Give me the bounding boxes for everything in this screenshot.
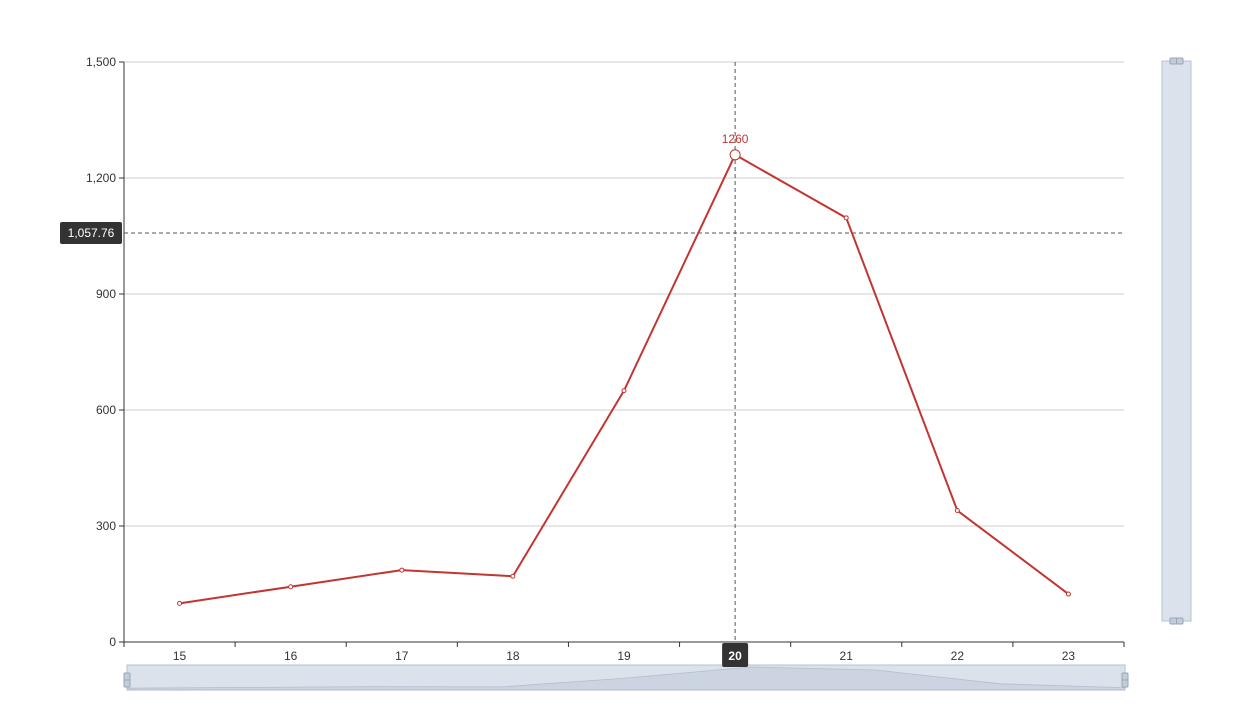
data-point <box>399 567 405 573</box>
data-point <box>843 215 849 221</box>
data-point <box>621 388 627 394</box>
highlighted-data-point <box>729 149 741 161</box>
y-tick-label: 0 <box>109 635 116 649</box>
y-tick-label: 1,500 <box>86 55 116 69</box>
x-tick-label: 15 <box>173 649 187 663</box>
y-tick-label: 1,200 <box>86 171 116 185</box>
y-tick-label: 900 <box>96 287 116 301</box>
y-data-zoom-slider[interactable] <box>1161 57 1192 625</box>
x-data-zoom-slider[interactable] <box>123 664 1129 691</box>
y-zoom-track <box>1161 60 1192 622</box>
y-pointer-label-box <box>60 221 122 244</box>
data-point <box>177 600 183 606</box>
x-pointer-label-box <box>722 643 749 667</box>
highlighted-value-label: 1260 <box>722 132 749 146</box>
x-tick-label: 22 <box>951 649 965 663</box>
data-point <box>954 508 960 514</box>
grid-lines <box>124 61 1124 527</box>
y-pointer-label: 1,057.76 <box>68 226 115 240</box>
axis-pointer-labels: 1,057.76 20 <box>60 221 749 667</box>
y-tick-label: 300 <box>96 519 116 533</box>
x-tick-label: 21 <box>840 649 854 663</box>
series-line-path <box>179 153 1070 605</box>
x-tick-label: 23 <box>1062 649 1076 663</box>
x-zoom-preview-area <box>126 666 1126 691</box>
y-tick-label: 600 <box>96 403 116 417</box>
data-point <box>288 584 294 590</box>
x-tick-label: 16 <box>284 649 298 663</box>
x-tick-label: 19 <box>617 649 631 663</box>
x-tick-label: 17 <box>395 649 409 663</box>
x-tick-label: 18 <box>506 649 520 663</box>
crosshair <box>124 62 1122 642</box>
axes: 0 300 600 900 1,200 1,500 15 16 17 18 19 20 21 22 23 <box>86 55 1125 663</box>
data-point <box>510 573 516 579</box>
series-line[interactable]: 1260 <box>177 132 1071 606</box>
x-pointer-label: 20 <box>728 649 742 663</box>
data-point <box>1065 591 1071 597</box>
